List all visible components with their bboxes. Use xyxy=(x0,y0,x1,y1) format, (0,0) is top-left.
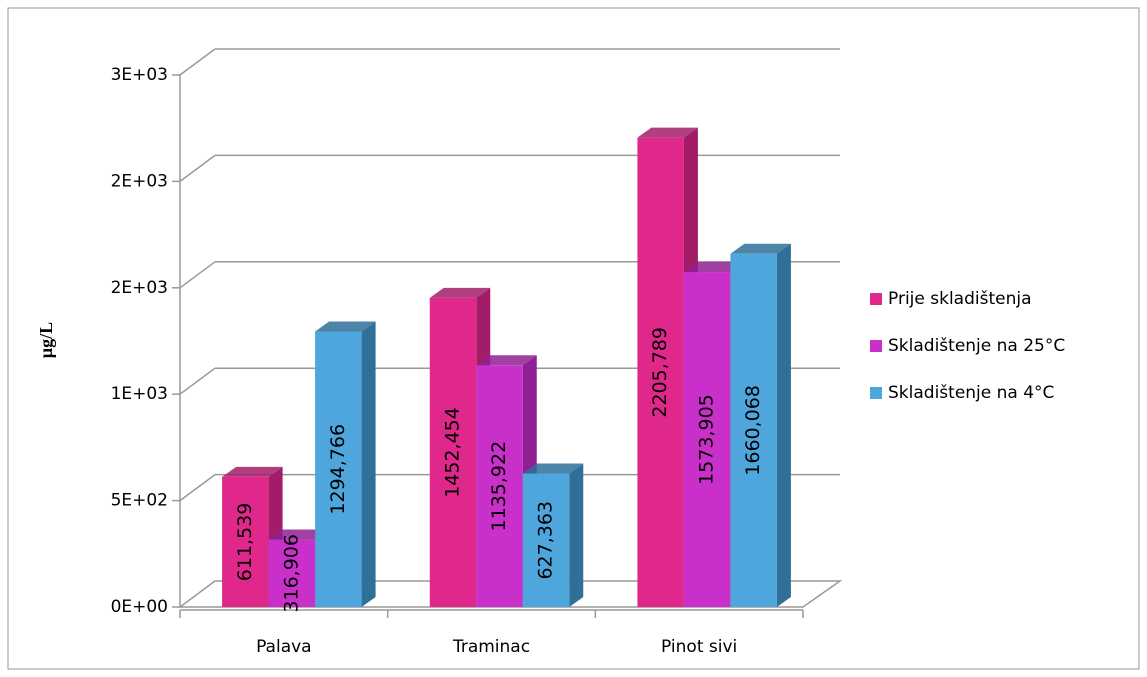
bar xyxy=(683,272,731,607)
bar-side xyxy=(776,243,791,607)
bar xyxy=(222,476,269,607)
y-tick-label: 0E+00 xyxy=(111,597,168,617)
bar-side xyxy=(569,463,584,607)
data-label: 316,906 xyxy=(280,534,302,613)
grid-line-depth xyxy=(179,261,216,289)
bar xyxy=(315,331,362,607)
bar xyxy=(268,539,316,607)
bar-side xyxy=(361,321,376,607)
y-tick-label: 3E+03 xyxy=(111,65,168,85)
y-tick-label: 5E+02 xyxy=(111,491,168,511)
bar-top xyxy=(222,466,283,477)
bar xyxy=(476,365,523,607)
bar-top xyxy=(268,529,330,540)
y-tick-label: 2E+03 xyxy=(111,171,168,191)
y-axis-label: µg/L xyxy=(36,322,56,358)
bar xyxy=(637,137,684,607)
data-label: 1660,068 xyxy=(742,385,764,476)
y-tick-label: 1E+03 xyxy=(111,384,168,404)
data-label: 2205,789 xyxy=(649,327,671,418)
legend-swatch xyxy=(870,293,882,305)
x-tick-label: Pinot sivi xyxy=(661,637,737,657)
legend-label: Skladištenje na 25°C xyxy=(888,336,1065,356)
data-label: 627,363 xyxy=(535,501,557,580)
legend-swatch xyxy=(870,340,882,352)
bar-top xyxy=(476,355,537,366)
bar-top xyxy=(683,262,745,273)
floor xyxy=(177,580,843,608)
grid-line-depth xyxy=(179,48,216,76)
bar-top xyxy=(315,321,376,332)
x-tick-label: Palava xyxy=(256,637,312,657)
grid-line-depth xyxy=(179,473,216,502)
x-tick-label: Traminac xyxy=(452,637,530,657)
grid-line-depth xyxy=(179,154,216,183)
data-label: 1294,766 xyxy=(327,424,349,515)
data-label: 1135,922 xyxy=(488,441,510,532)
bar-top xyxy=(637,127,698,138)
bar-top xyxy=(522,463,584,474)
bar xyxy=(429,297,477,607)
data-label: 1452,454 xyxy=(442,407,464,498)
data-label: 611,539 xyxy=(234,503,256,582)
legend-swatch xyxy=(870,387,882,399)
bar-top xyxy=(730,243,791,254)
bar xyxy=(522,473,570,607)
legend-label: Skladištenje na 4°C xyxy=(888,383,1054,403)
grid-line-depth xyxy=(179,367,216,395)
bar xyxy=(730,253,777,607)
y-tick-label: 2E+03 xyxy=(111,278,168,298)
legend-label: Prije skladištenja xyxy=(888,289,1032,309)
bar-top xyxy=(429,287,491,298)
data-label: 1573,905 xyxy=(696,394,718,485)
